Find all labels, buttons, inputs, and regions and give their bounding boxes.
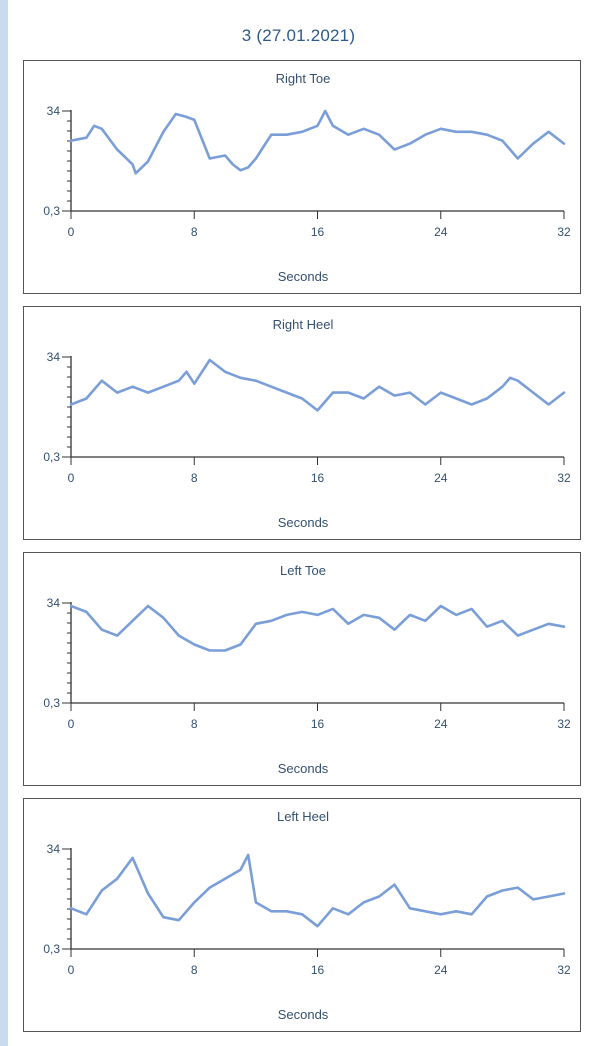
y-tick-label: 34: [47, 842, 61, 856]
chart-panel-left-toe: Left Toe 34 0,3 0 8 16 24 32 Seconds: [23, 552, 581, 786]
chart-left-heel: Left Heel 34 0,3 0 8 16 24 32 Seconds: [43, 809, 571, 1022]
x-tick-label: 32: [557, 225, 571, 239]
chart-panel-right-toe: Right Toe 34 0,3 0 8 16 24 32 Seconds: [23, 60, 581, 294]
x-axis-label: Seconds: [278, 761, 329, 776]
x-tick-label: 0: [68, 963, 75, 977]
y-tick-label: 34: [47, 350, 61, 364]
chart-title: Left Heel: [277, 809, 329, 824]
series-line: [69, 109, 566, 175]
x-axis-label: Seconds: [278, 1007, 329, 1022]
x-tick-label: 8: [191, 225, 198, 239]
y-tick-label: 34: [47, 104, 61, 118]
chart-page: 3 (27.01.2021) Right Toe 34 0,3 0 8 16 24 32 Sec…: [8, 0, 589, 1046]
x-tick-label: 24: [434, 225, 448, 239]
x-tick-label: 24: [434, 717, 448, 731]
x-tick-label: 24: [434, 471, 448, 485]
series-line: [69, 604, 566, 652]
y-tick-label: 0,3: [43, 942, 60, 956]
x-tick-label: 8: [191, 717, 198, 731]
chart-right-heel: Right Heel 34 0,3 0 8 16 24 32 Seconds: [43, 317, 571, 530]
x-tick-label: 32: [557, 963, 571, 977]
x-tick-label: 16: [311, 225, 325, 239]
chart-panel-right-heel: Right Heel 34 0,3 0 8 16 24 32 Seconds: [23, 306, 581, 540]
x-tick-label: 16: [311, 963, 325, 977]
x-tick-label: 0: [68, 225, 75, 239]
x-axis-label: Seconds: [278, 515, 329, 530]
y-tick-label: 0,3: [43, 204, 60, 218]
series-line: [69, 358, 566, 412]
page-title: 3 (27.01.2021): [241, 26, 356, 45]
y-tick-label: 0,3: [43, 450, 60, 464]
chart-title: Right Toe: [276, 71, 331, 86]
chart-title: Left Toe: [280, 563, 326, 578]
chart-panel-left-heel: Left Heel 34 0,3 0 8 16 24 32 Seconds: [23, 798, 581, 1032]
x-tick-label: 16: [311, 471, 325, 485]
y-tick-label: 0,3: [43, 696, 60, 710]
x-tick-label: 32: [557, 717, 571, 731]
chart-right-toe: Right Toe 34 0,3 0 8 16 24 32 Seconds: [43, 71, 571, 284]
chart-left-toe: Left Toe 34 0,3 0 8 16 24 32 Seconds: [43, 563, 571, 776]
x-tick-label: 16: [311, 717, 325, 731]
x-tick-label: 0: [68, 471, 75, 485]
x-tick-label: 32: [557, 471, 571, 485]
x-tick-label: 8: [191, 963, 198, 977]
y-tick-label: 34: [47, 596, 61, 610]
x-tick-label: 24: [434, 963, 448, 977]
series-line: [69, 853, 566, 928]
x-tick-label: 8: [191, 471, 198, 485]
x-axis-label: Seconds: [278, 269, 329, 284]
x-tick-label: 0: [68, 717, 75, 731]
chart-title: Right Heel: [273, 317, 334, 332]
